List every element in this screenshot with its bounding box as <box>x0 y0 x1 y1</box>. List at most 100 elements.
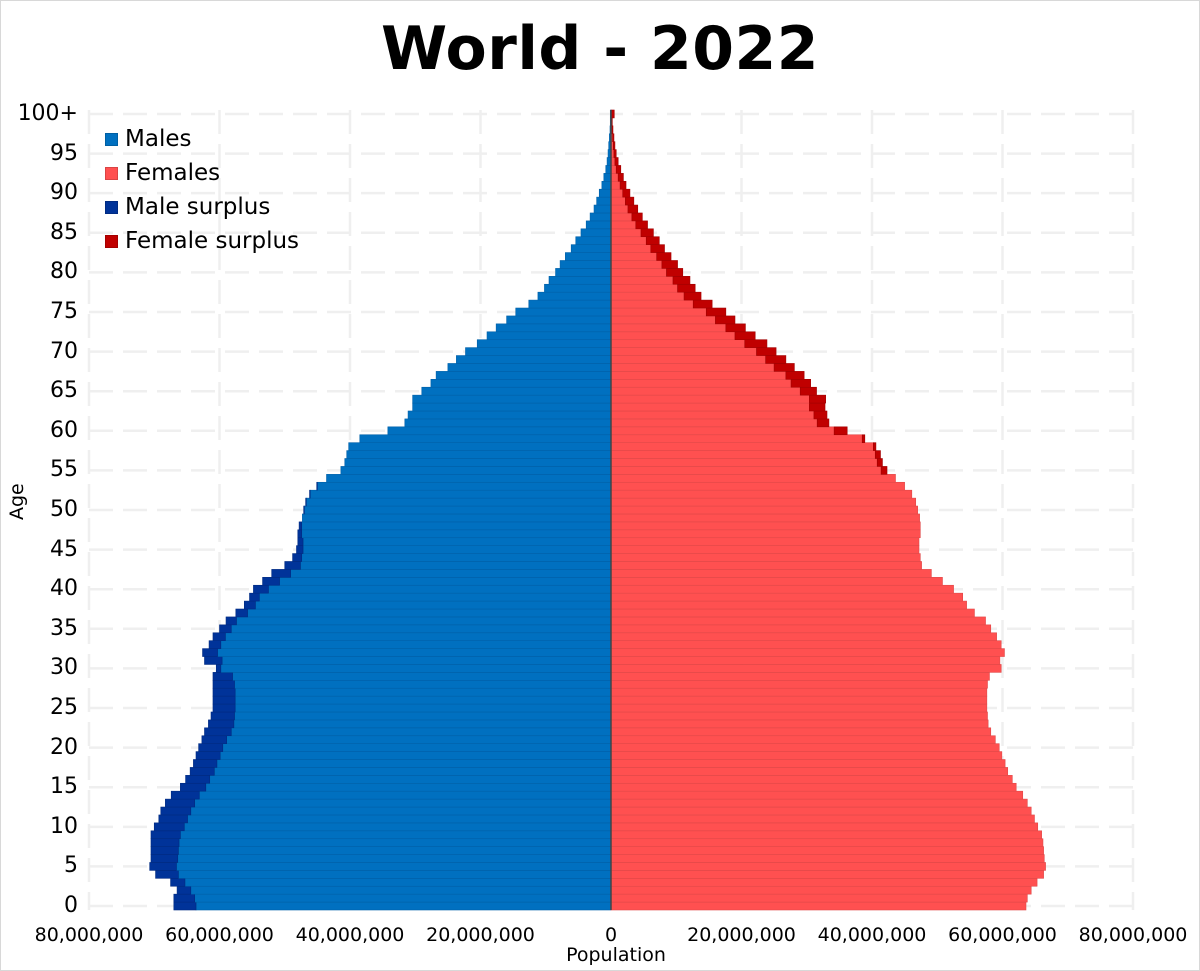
male-bar <box>190 885 612 895</box>
male-surplus-bar <box>297 529 303 539</box>
female-bar <box>610 545 920 554</box>
male-bar <box>198 790 612 800</box>
female-bar <box>610 830 1042 840</box>
female-surplus-bar <box>619 180 627 190</box>
male-surplus-bar <box>292 553 303 562</box>
female-surplus-bar <box>611 109 615 119</box>
female-bar <box>610 418 818 428</box>
female-surplus-bar <box>631 212 643 222</box>
male-surplus-bar <box>204 727 232 737</box>
bars <box>149 109 1046 911</box>
male-surplus-bar <box>249 592 260 602</box>
male-bar <box>177 854 612 863</box>
male-bar <box>435 371 612 380</box>
male-bar <box>178 870 612 879</box>
female-bar <box>610 656 1001 665</box>
y-tick-label: 15 <box>50 774 78 800</box>
female-bar <box>610 885 1032 895</box>
male-bar <box>589 212 612 222</box>
male-surplus-bar <box>225 616 237 626</box>
female-bar <box>610 608 975 618</box>
female-bar <box>610 798 1028 808</box>
y-tick-label: 65 <box>50 378 78 404</box>
male-bar <box>528 299 612 309</box>
male-bar <box>183 822 612 832</box>
female-bar <box>610 632 997 641</box>
male-bar <box>359 434 612 443</box>
female-bar <box>610 529 921 539</box>
male-bar <box>580 228 612 238</box>
male-bar <box>346 450 612 459</box>
legend-item-male-surplus: Male surplus <box>105 190 299 224</box>
male-bar <box>506 315 612 325</box>
legend-label: Female surplus <box>125 228 300 254</box>
male-bar <box>302 513 612 523</box>
male-bar <box>178 838 612 847</box>
female-bar <box>610 315 716 325</box>
female-surplus-bar <box>614 157 619 166</box>
y-tick-label: 60 <box>50 417 78 443</box>
female-bar <box>610 331 736 341</box>
female-bar <box>610 751 1003 760</box>
female-bar <box>610 782 1017 792</box>
male-bar <box>187 814 612 824</box>
female-bar <box>610 339 746 348</box>
male-bar <box>344 458 612 467</box>
y-axis-label: Age <box>6 483 28 520</box>
male-bar <box>544 283 612 293</box>
y-tick-label: 25 <box>50 695 78 721</box>
male-bar <box>585 220 612 230</box>
male-surplus-bar <box>212 672 233 681</box>
male-surplus-bar <box>305 497 307 507</box>
chart-title: World - 2022 <box>380 14 820 84</box>
female-bar <box>610 561 922 570</box>
male-bar <box>601 180 612 190</box>
female-bar <box>610 379 792 388</box>
male-bar <box>247 608 612 618</box>
male-bar <box>407 410 612 420</box>
male-bar <box>234 679 612 689</box>
male-surplus-bar <box>150 830 181 840</box>
female-surplus-bar <box>876 458 883 467</box>
female-bar <box>610 481 905 491</box>
female-bar <box>610 711 988 721</box>
male-surplus-bar <box>150 838 180 847</box>
male-surplus-bar <box>212 695 236 705</box>
male-bar <box>304 505 612 515</box>
male-bar <box>216 759 612 768</box>
male-bar <box>565 252 612 261</box>
female-surplus-bar <box>799 386 817 396</box>
female-bar <box>610 862 1046 871</box>
male-bar <box>232 672 612 681</box>
male-bar <box>225 632 612 641</box>
male-surplus-bar <box>170 790 200 800</box>
legend-label: Females <box>125 160 221 186</box>
male-bar <box>404 418 612 428</box>
female-bar <box>610 569 932 578</box>
y-tick-label: 10 <box>50 813 78 839</box>
male-bar <box>279 577 612 586</box>
male-bar <box>220 640 612 649</box>
female-surplus-bar <box>656 252 672 261</box>
female-bar <box>610 180 621 190</box>
female-bar <box>610 513 920 523</box>
x-tick-label: 80,000,000 <box>1078 924 1188 946</box>
male-bar <box>537 291 612 301</box>
x-tick-label: 20,000,000 <box>687 924 796 946</box>
male-bar <box>570 244 612 253</box>
male-bar <box>302 545 612 554</box>
male-bar <box>300 561 612 570</box>
female-bar <box>610 584 954 594</box>
female-bar <box>610 537 920 546</box>
female-surplus-bar <box>612 133 615 142</box>
x-axis-label: Population <box>566 944 666 966</box>
female-surplus-bar <box>625 196 635 206</box>
male-bar <box>603 173 612 182</box>
female-bar <box>610 640 1002 649</box>
female-bar <box>610 672 990 681</box>
female-bar <box>610 822 1039 832</box>
female-bar <box>610 260 663 269</box>
female-bar <box>610 592 963 602</box>
female-bar <box>610 878 1038 887</box>
